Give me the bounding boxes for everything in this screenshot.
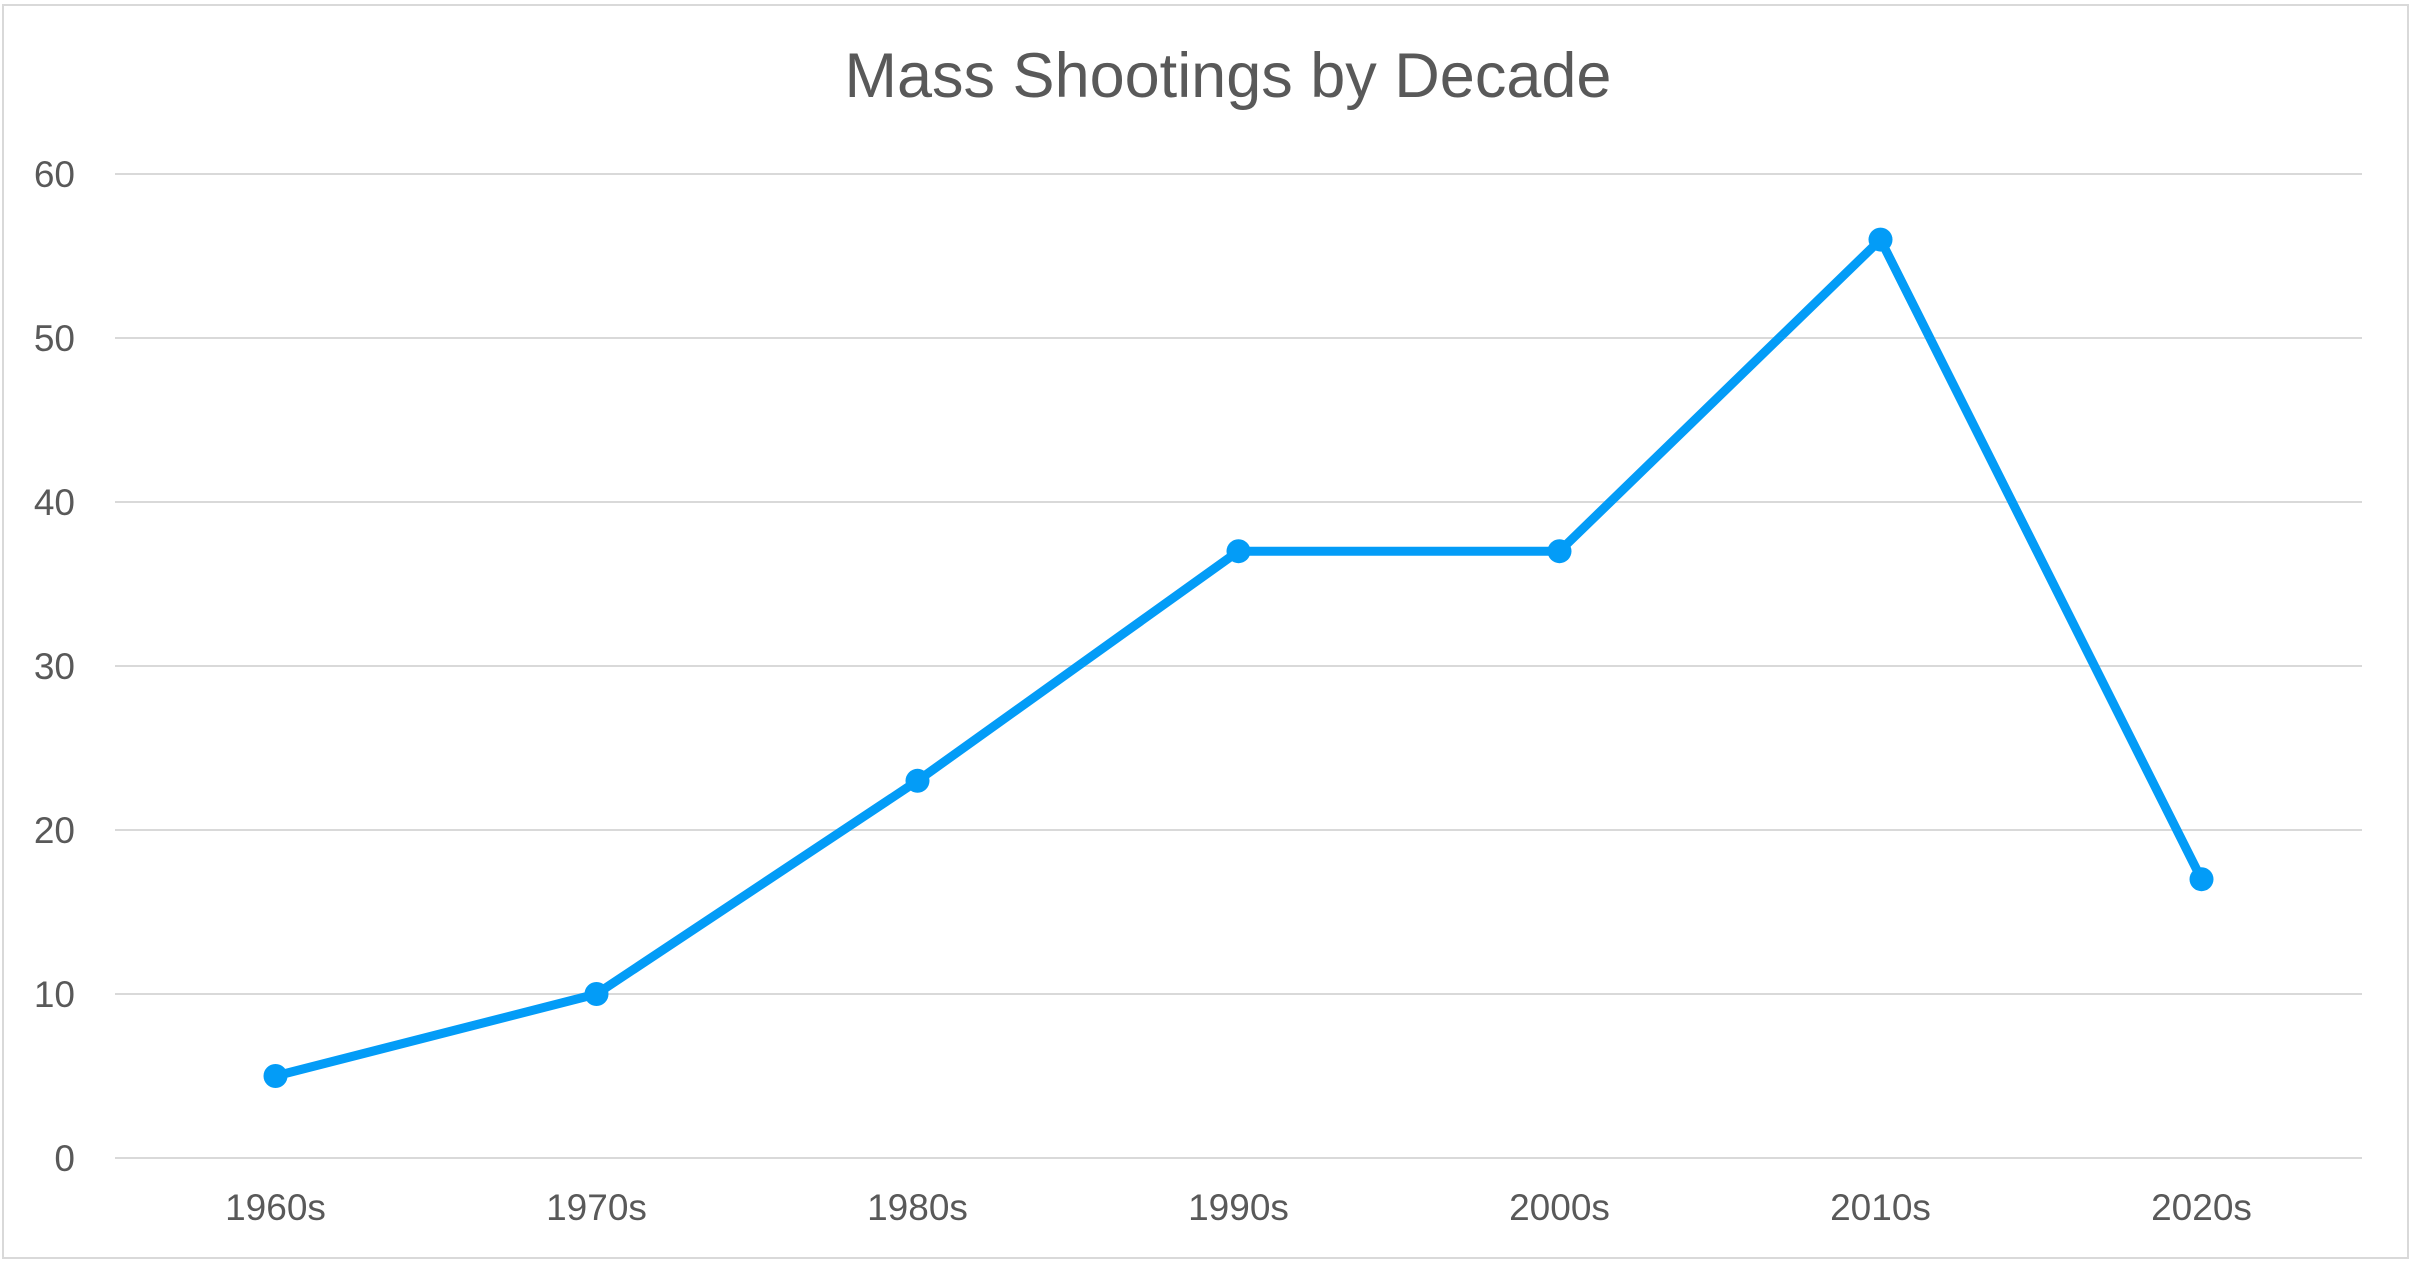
data-point — [905, 768, 930, 793]
grid-lines — [115, 173, 2362, 1159]
x-tick-label: 1990s — [1188, 1187, 1289, 1228]
data-point — [1547, 539, 1572, 564]
y-tick-label: 60 — [34, 154, 75, 195]
y-tick-label: 10 — [34, 974, 75, 1015]
data-point — [1226, 539, 1251, 564]
y-axis-ticks: 0 10 20 30 40 50 60 — [34, 154, 75, 1179]
series-line — [271, 235, 2206, 1081]
data-point — [263, 1064, 288, 1088]
x-tick-label: 2020s — [2151, 1187, 2252, 1228]
x-tick-label: 1960s — [225, 1187, 326, 1228]
y-tick-label: 40 — [34, 482, 75, 523]
x-tick-label: 2010s — [1830, 1187, 1931, 1228]
y-tick-label: 20 — [34, 810, 75, 851]
data-point — [1868, 227, 1893, 252]
x-tick-label: 1980s — [867, 1187, 968, 1228]
y-tick-label: 30 — [34, 646, 75, 687]
data-point — [2189, 867, 2214, 892]
y-tick-label: 0 — [54, 1138, 75, 1179]
series-layer — [263, 227, 2214, 1088]
x-tick-label: 2000s — [1509, 1187, 1610, 1228]
x-tick-label: 1970s — [546, 1187, 647, 1228]
chart-container — [2, 4, 2409, 1259]
data-point — [584, 982, 609, 1006]
y-tick-label: 50 — [34, 318, 75, 359]
chart-title: Mass Shootings by Decade — [845, 41, 1612, 111]
x-axis-ticks: 1960s 1970s 1980s 1990s 2000s 2010s 2020s — [225, 1187, 2252, 1228]
